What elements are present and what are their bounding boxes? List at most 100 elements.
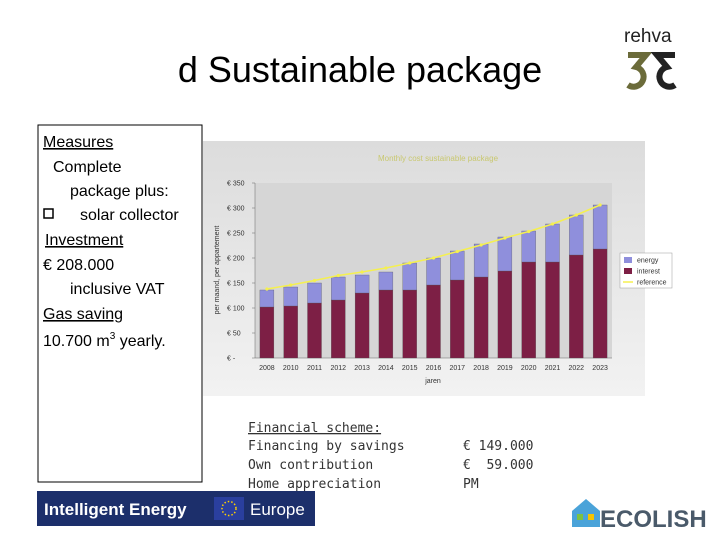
x-tick-label: 2019 [497, 365, 513, 372]
bar-segment [354, 274, 370, 294]
bar-segment [307, 282, 322, 304]
heading: Measures [43, 134, 113, 151]
heading: Gas saving [43, 306, 123, 323]
x-tick-label: 2023 [592, 365, 608, 372]
bar-segment [354, 292, 370, 359]
text: yearly. [115, 333, 165, 350]
bar-segment [545, 223, 560, 263]
bar-segment [569, 214, 584, 256]
bar-segment [378, 271, 394, 291]
chart: € - € 50 € 100 € 150 € 200 € 250 € 300 € 350 200… [227, 181, 667, 373]
y-tick-label: € 100 [227, 306, 245, 313]
reference-marker [598, 203, 602, 207]
x-tick-label: 2013 [354, 365, 370, 372]
house-icon [588, 514, 594, 520]
financial-heading: Financial scheme: [248, 421, 381, 436]
text: Complete [53, 159, 122, 176]
bar-segment [569, 254, 584, 359]
x-tick-label: 2020 [521, 365, 537, 372]
reference-marker [384, 266, 388, 270]
reference-marker [312, 278, 317, 283]
rehva-logo: rehva [624, 26, 677, 90]
legend-label: interest [637, 269, 660, 276]
bar-segment [331, 299, 346, 359]
x-tick-label: 2017 [450, 365, 466, 372]
x-tick-label: 2016 [426, 365, 442, 372]
reference-marker [574, 213, 578, 217]
bar-segment [402, 289, 417, 359]
x-tick-label: 2008 [259, 365, 275, 372]
bar-segment [283, 286, 298, 307]
chart-title: Monthly cost sustainable package [378, 154, 499, 163]
reference-marker [289, 283, 293, 287]
reference-marker [503, 236, 507, 240]
bar-segment [592, 248, 608, 359]
legend-label: reference [637, 280, 667, 287]
rehva-mark [626, 52, 653, 90]
financial-item: Financing by savings [248, 439, 405, 454]
bullet [43, 208, 54, 219]
reference-marker [336, 273, 340, 278]
x-tick-label: 2022 [569, 365, 585, 372]
bar-segment [473, 243, 489, 278]
bar-segment [378, 289, 394, 359]
bar-segment [521, 230, 536, 263]
bar-segment [497, 236, 513, 272]
financial-value: € 59.000 [463, 458, 533, 473]
x-axis-label: jaren [424, 378, 441, 385]
x-tick-label: 2018 [473, 365, 489, 372]
bar-segment [592, 204, 608, 250]
text: € 208.000 [43, 257, 114, 274]
reference-marker [408, 261, 412, 265]
x-tick-label: 2021 [545, 365, 561, 372]
bar-segment [259, 289, 275, 308]
bar-segment [402, 262, 417, 291]
reference-marker [479, 243, 483, 247]
superscript: 3 [110, 331, 116, 342]
x-tick-label: 2012 [331, 365, 347, 372]
y-tick-label: € 300 [227, 206, 245, 213]
bar-segment [426, 284, 441, 359]
legend-label: energy [637, 258, 659, 265]
y-tick-label: € - [227, 356, 236, 363]
text: 10.700 m3 yearly. [43, 331, 166, 350]
x-tick-label: 2015 [402, 365, 418, 372]
reference-marker [265, 287, 269, 291]
iee-text: Europe [250, 500, 305, 519]
bar-segment [473, 276, 489, 359]
ecolish-text: ECOLISH [600, 506, 707, 533]
financial-item: Own contribution [248, 458, 373, 473]
rehva-mark [650, 52, 677, 90]
y-tick-label: € 200 [227, 256, 245, 263]
text: package plus: [70, 183, 169, 200]
reference-marker [527, 229, 531, 234]
eu-flag [214, 497, 244, 520]
reference-marker [550, 222, 555, 226]
text: inclusive VAT [70, 281, 165, 298]
y-tick-label: € 50 [227, 331, 241, 338]
bar-segment [307, 302, 322, 359]
text: solar collector [80, 207, 179, 224]
financial-value: PM [463, 477, 479, 492]
bar-segment [521, 261, 536, 359]
financial-table: Financing by savings € 149.000 Own contrib… [248, 439, 533, 492]
iee-text: Intelligent Energy [44, 500, 187, 519]
y-axis-label: per maand, per appartement [214, 226, 221, 315]
bar-segment [331, 276, 346, 301]
bar-segment [545, 261, 560, 359]
bar-segment [497, 270, 513, 359]
y-tick-label: € 150 [227, 281, 245, 288]
rehva-text: rehva [624, 26, 672, 47]
legend-swatch [624, 257, 632, 263]
bar-segment [450, 250, 465, 281]
x-tick-label: 2011 [307, 365, 322, 372]
financial-value: € 149.000 [463, 439, 533, 454]
eu-stars [221, 500, 237, 517]
x-tick-label: 2010 [283, 365, 299, 372]
measures-box [37, 124, 203, 483]
ecolish-logo: ECOLISH [572, 499, 707, 533]
reference-marker [455, 249, 459, 254]
text: 10.700 m [43, 333, 110, 350]
y-tick-label: € 350 [227, 181, 245, 188]
